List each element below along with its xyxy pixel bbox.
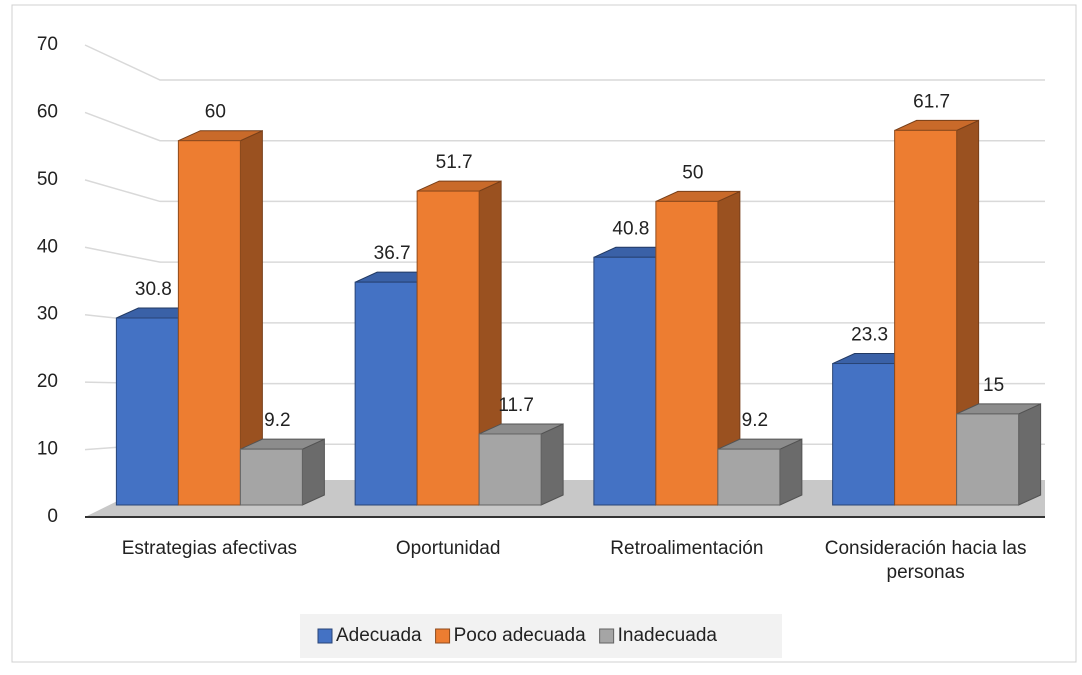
x-tick-label: Estrategias afectivas [121, 538, 298, 559]
grid-line [84, 44, 1045, 81]
bar-front [115, 317, 179, 506]
legend-swatch [317, 628, 333, 644]
grid-line [84, 111, 1045, 142]
floor [85, 480, 1045, 517]
bar-front [416, 190, 480, 506]
grid-line [84, 179, 1045, 203]
bar [655, 190, 741, 506]
legend-label: Inadecuada [618, 625, 718, 646]
y-tick-label: 40 [37, 236, 58, 257]
bar-front [177, 140, 241, 506]
data-label: 23.3 [851, 325, 888, 346]
legend-swatch [435, 628, 451, 644]
data-label: 30.8 [135, 279, 172, 300]
y-tick-label: 60 [37, 101, 58, 122]
legend-box [300, 614, 782, 658]
bar-front [894, 129, 958, 506]
bar-front [717, 448, 781, 506]
data-label: 61.7 [913, 91, 950, 112]
y-tick-label: 20 [37, 371, 58, 392]
bar-front [239, 448, 303, 506]
x-tick-label: Oportunidad [395, 538, 501, 559]
legend-label: Poco adecuada [454, 625, 586, 646]
bar-side [540, 423, 564, 506]
data-label: 60 [205, 102, 226, 123]
data-label: 51.7 [436, 152, 473, 173]
bar-front [593, 256, 657, 506]
bar [478, 423, 564, 506]
grid-line [84, 246, 1045, 263]
bar [239, 438, 325, 506]
bar-side [301, 438, 325, 506]
data-label: 50 [682, 162, 703, 183]
bar-side [1018, 403, 1042, 506]
y-tick-label: 0 [47, 506, 58, 527]
data-label: 11.7 [498, 395, 534, 416]
bar-front [956, 413, 1020, 506]
y-tick-label: 50 [37, 169, 58, 190]
bar-front [478, 433, 542, 506]
bar-front [655, 200, 719, 506]
x-tick-label: Retroalimentación [610, 538, 764, 559]
bar [177, 129, 263, 506]
bar [416, 180, 502, 506]
y-tick-label: 10 [37, 439, 58, 460]
bar-front [354, 281, 418, 506]
y-tick-label: 30 [37, 304, 58, 325]
legend-swatch [599, 628, 615, 644]
bar-side [779, 438, 803, 506]
data-label: 9.2 [742, 410, 768, 431]
data-label: 15 [983, 375, 1004, 396]
bar-front [832, 363, 896, 506]
bar [956, 403, 1042, 506]
data-label: 9.2 [264, 410, 290, 431]
data-label: 40.8 [612, 218, 649, 239]
y-tick-label: 70 [37, 34, 58, 55]
bar [717, 438, 803, 506]
legend-label: Adecuada [336, 625, 422, 646]
data-label: 36.7 [374, 243, 411, 264]
x-tick-label: Consideración hacia las personas [824, 538, 1027, 583]
